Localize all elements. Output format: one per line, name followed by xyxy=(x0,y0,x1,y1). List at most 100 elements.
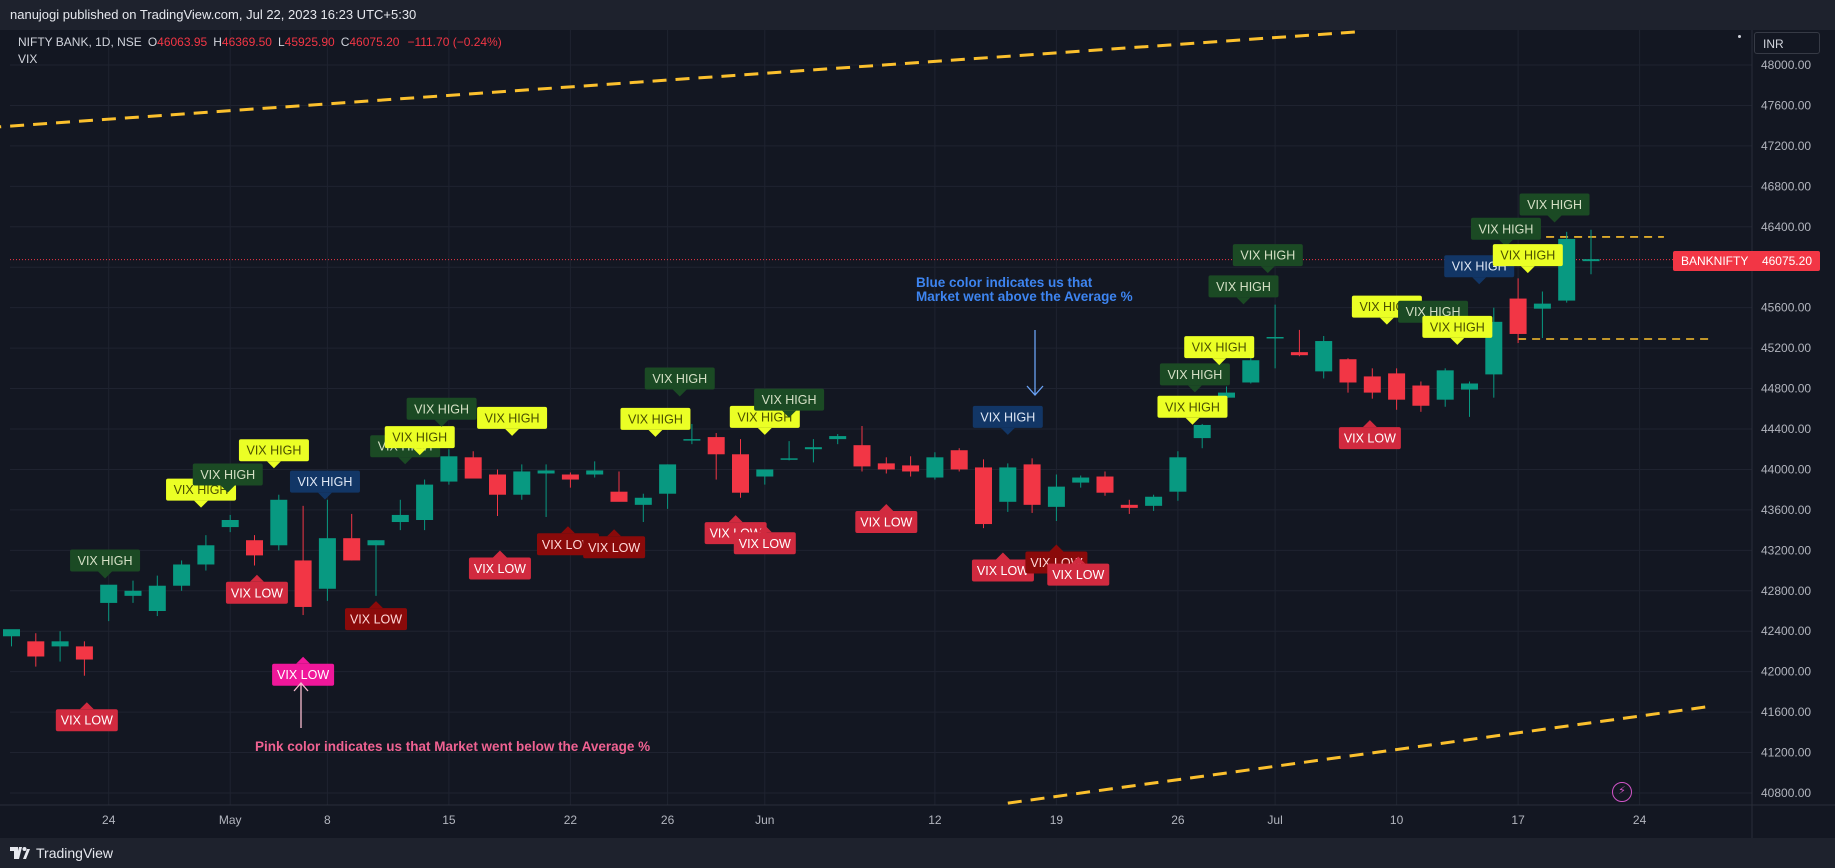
price-tick-label: 48000.00 xyxy=(1761,58,1811,72)
label-box xyxy=(70,549,141,572)
label-pointer xyxy=(879,504,894,512)
candle xyxy=(440,449,458,485)
vix-high-label: VIX HIGH xyxy=(289,470,360,500)
vix-high-label: VIX HIGH xyxy=(1232,244,1303,274)
candle xyxy=(853,425,871,472)
label-box xyxy=(972,405,1043,428)
label-pointer xyxy=(434,419,449,427)
currency-button[interactable]: INR xyxy=(1754,32,1820,54)
label-pointer xyxy=(1212,358,1227,366)
label-text: VIX HIGH xyxy=(1167,368,1222,382)
label-text: VIX HIGH xyxy=(174,483,229,497)
price-tick-label: 44000.00 xyxy=(1761,462,1811,476)
label-text: VIX HIGH xyxy=(414,402,469,416)
candle-body xyxy=(1436,370,1454,400)
candle-body xyxy=(707,437,725,455)
candle xyxy=(902,456,920,477)
candles xyxy=(3,229,1600,676)
label-box xyxy=(272,663,335,686)
candle xyxy=(1266,304,1284,369)
candle-body xyxy=(683,439,701,441)
indicator-row[interactable]: VIX xyxy=(18,51,502,68)
candle xyxy=(1242,356,1260,384)
price-tick-label: 45200.00 xyxy=(1761,341,1811,355)
candle-body xyxy=(343,538,361,561)
candle xyxy=(1533,291,1551,338)
candle xyxy=(1363,368,1381,399)
label-text: VIX HIGH xyxy=(652,372,707,386)
candle xyxy=(1193,423,1211,449)
candle-body xyxy=(975,467,992,525)
vix-high-label: VIX HIGH xyxy=(238,439,309,469)
label-pointer xyxy=(1498,239,1513,247)
label-text: VIX HIGH xyxy=(392,431,447,445)
label-box xyxy=(1208,275,1279,298)
label-text: VIX HIGH xyxy=(1406,305,1461,319)
candle-body xyxy=(294,560,312,607)
label-text: VIX LOW xyxy=(1052,568,1104,582)
label-box xyxy=(754,388,825,411)
label-box xyxy=(238,439,309,462)
vix-low-label: VIX LOW xyxy=(225,574,288,604)
candle xyxy=(391,499,409,531)
candle xyxy=(343,513,361,561)
candle xyxy=(270,494,288,551)
candle-body xyxy=(950,450,968,470)
candle-body xyxy=(416,484,434,520)
vix-low-label: VIX LOW xyxy=(345,601,407,631)
label-pointer xyxy=(607,529,622,537)
lightning-icon[interactable]: ⚡ xyxy=(1612,782,1632,802)
label-text: VIX HIGH xyxy=(200,468,255,482)
menu-dot-icon[interactable] xyxy=(1738,35,1741,38)
label-text: VIX LOW xyxy=(61,714,113,728)
candle-body xyxy=(1315,341,1333,372)
candle-body xyxy=(902,465,920,472)
indicator-name[interactable]: VIX xyxy=(18,52,38,66)
vix-high-label: VIX HIGH xyxy=(70,549,141,579)
candle xyxy=(537,464,555,517)
time-tick-label: 19 xyxy=(1050,813,1064,827)
label-box xyxy=(1232,244,1303,267)
time-tick-label: 17 xyxy=(1511,813,1525,827)
vix-high-label: VIX HIGH xyxy=(729,405,800,435)
label-text: VIX HIGH xyxy=(1165,400,1220,414)
candle xyxy=(975,459,992,529)
label-text: VIX HIGH xyxy=(78,554,133,568)
label-pointer xyxy=(1450,337,1465,345)
candle-body xyxy=(1193,424,1211,439)
symbol-title[interactable]: NIFTY BANK, 1D, NSE xyxy=(18,35,142,49)
candle xyxy=(1436,368,1454,407)
last-price-value: 46075.20 xyxy=(1761,254,1812,268)
label-box xyxy=(971,559,1034,582)
candle xyxy=(416,479,434,531)
label-box xyxy=(55,709,118,732)
candle-body xyxy=(1582,259,1600,262)
candle xyxy=(1558,231,1576,303)
chart-legend[interactable]: NIFTY BANK, 1D, NSE O46063.95 H46369.50 L45… xyxy=(18,34,502,68)
label-pointer xyxy=(648,429,663,437)
close-value: 46075.20 xyxy=(349,35,400,49)
label-text: VIX HIGH xyxy=(628,412,683,426)
label-pointer xyxy=(505,428,520,436)
label-text: VIX HIGH xyxy=(1216,280,1271,294)
label-pointer xyxy=(1472,277,1487,285)
candle xyxy=(1388,368,1406,410)
candle-body xyxy=(610,491,628,502)
time-axis[interactable]: 24 May 8 15 22 26 Jun 12 19 26 Jul 10 17 24 xyxy=(0,804,1835,827)
candle xyxy=(367,540,385,596)
label-box xyxy=(1422,315,1493,338)
candle xyxy=(659,464,677,509)
label-box xyxy=(1519,193,1590,216)
vix-low-label: VIX LOW xyxy=(733,525,796,555)
candle-body xyxy=(1169,457,1187,492)
label-pointer xyxy=(79,702,94,710)
tradingview-logo[interactable]: TradingView xyxy=(10,845,113,861)
candle xyxy=(221,514,239,533)
time-tick-label: 22 xyxy=(564,813,578,827)
vix-high-label: VIX HIGH xyxy=(1519,193,1590,223)
label-box xyxy=(729,405,800,428)
label-text: VIX HIGH xyxy=(1527,198,1582,212)
price-axis[interactable]: 48000.00 47600.00 47200.00 46800.00 46400.00… xyxy=(1751,30,1811,838)
